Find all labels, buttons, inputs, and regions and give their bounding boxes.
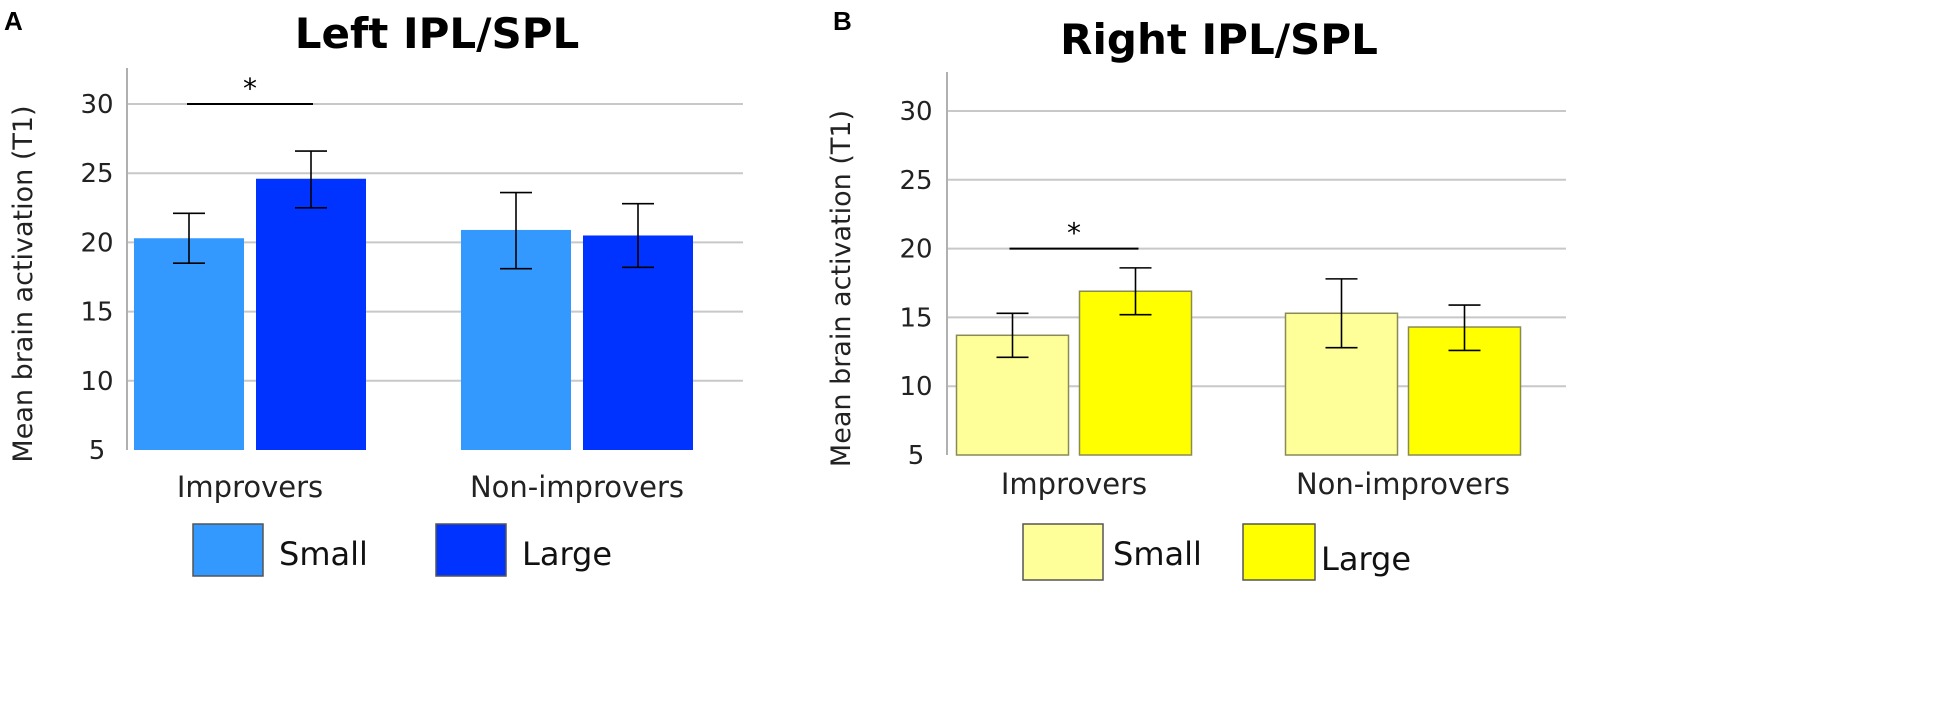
bar-large-0: [256, 178, 366, 450]
significance-marker: *: [1067, 217, 1081, 250]
panel-letter: B: [833, 6, 852, 36]
category-label: Non-improvers: [1296, 467, 1510, 501]
chart-title: Left IPL/SPL: [295, 9, 580, 58]
legend-label-large: Large: [1321, 540, 1411, 578]
chart-title: Right IPL/SPL: [1060, 15, 1378, 64]
legend-label-large: Large: [522, 535, 612, 573]
bar-large-1: [583, 235, 693, 450]
y-tick-label: 15: [80, 298, 113, 328]
y-tick-label: 10: [80, 367, 113, 397]
y-tick-label: 5: [89, 436, 106, 466]
legend-swatch-large: [1242, 523, 1316, 581]
y-tick-label: 5: [908, 441, 925, 471]
legend-label-small: Small: [1113, 535, 1202, 573]
chart-panel-b: B Right IPL/SPL 5 10 15 20 25 30 Mean brain acti…: [826, 6, 1566, 581]
y-tick-label: 30: [899, 97, 932, 127]
y-tick-label: 20: [80, 228, 113, 258]
significance-marker: *: [243, 72, 257, 105]
category-label: Improvers: [1001, 467, 1147, 501]
y-tick-label: 25: [80, 159, 113, 189]
y-tick-label: 10: [899, 372, 932, 402]
category-label: Improvers: [177, 470, 323, 504]
bar-large-0: [1078, 290, 1193, 456]
y-tick-label: 20: [899, 235, 932, 265]
chart-panel-a: A Left IPL/SPL 5 10 15 20 25 30 Mean brain activ…: [4, 6, 743, 577]
y-tick-label: 15: [899, 303, 932, 333]
y-axis-label: Mean brain activation (T1): [8, 105, 39, 462]
bar-small-0: [134, 238, 244, 450]
category-label: Non-improvers: [470, 470, 684, 504]
legend-swatch-small: [1022, 523, 1104, 581]
panel-letter: A: [4, 6, 23, 36]
legend-label-small: Small: [279, 535, 368, 573]
y-axis-label: Mean brain activation (T1): [826, 110, 857, 467]
legend-swatch-small: [192, 523, 264, 577]
y-tick-label: 30: [80, 90, 113, 120]
legend-swatch-large: [435, 523, 507, 577]
y-tick-label: 25: [899, 166, 932, 196]
